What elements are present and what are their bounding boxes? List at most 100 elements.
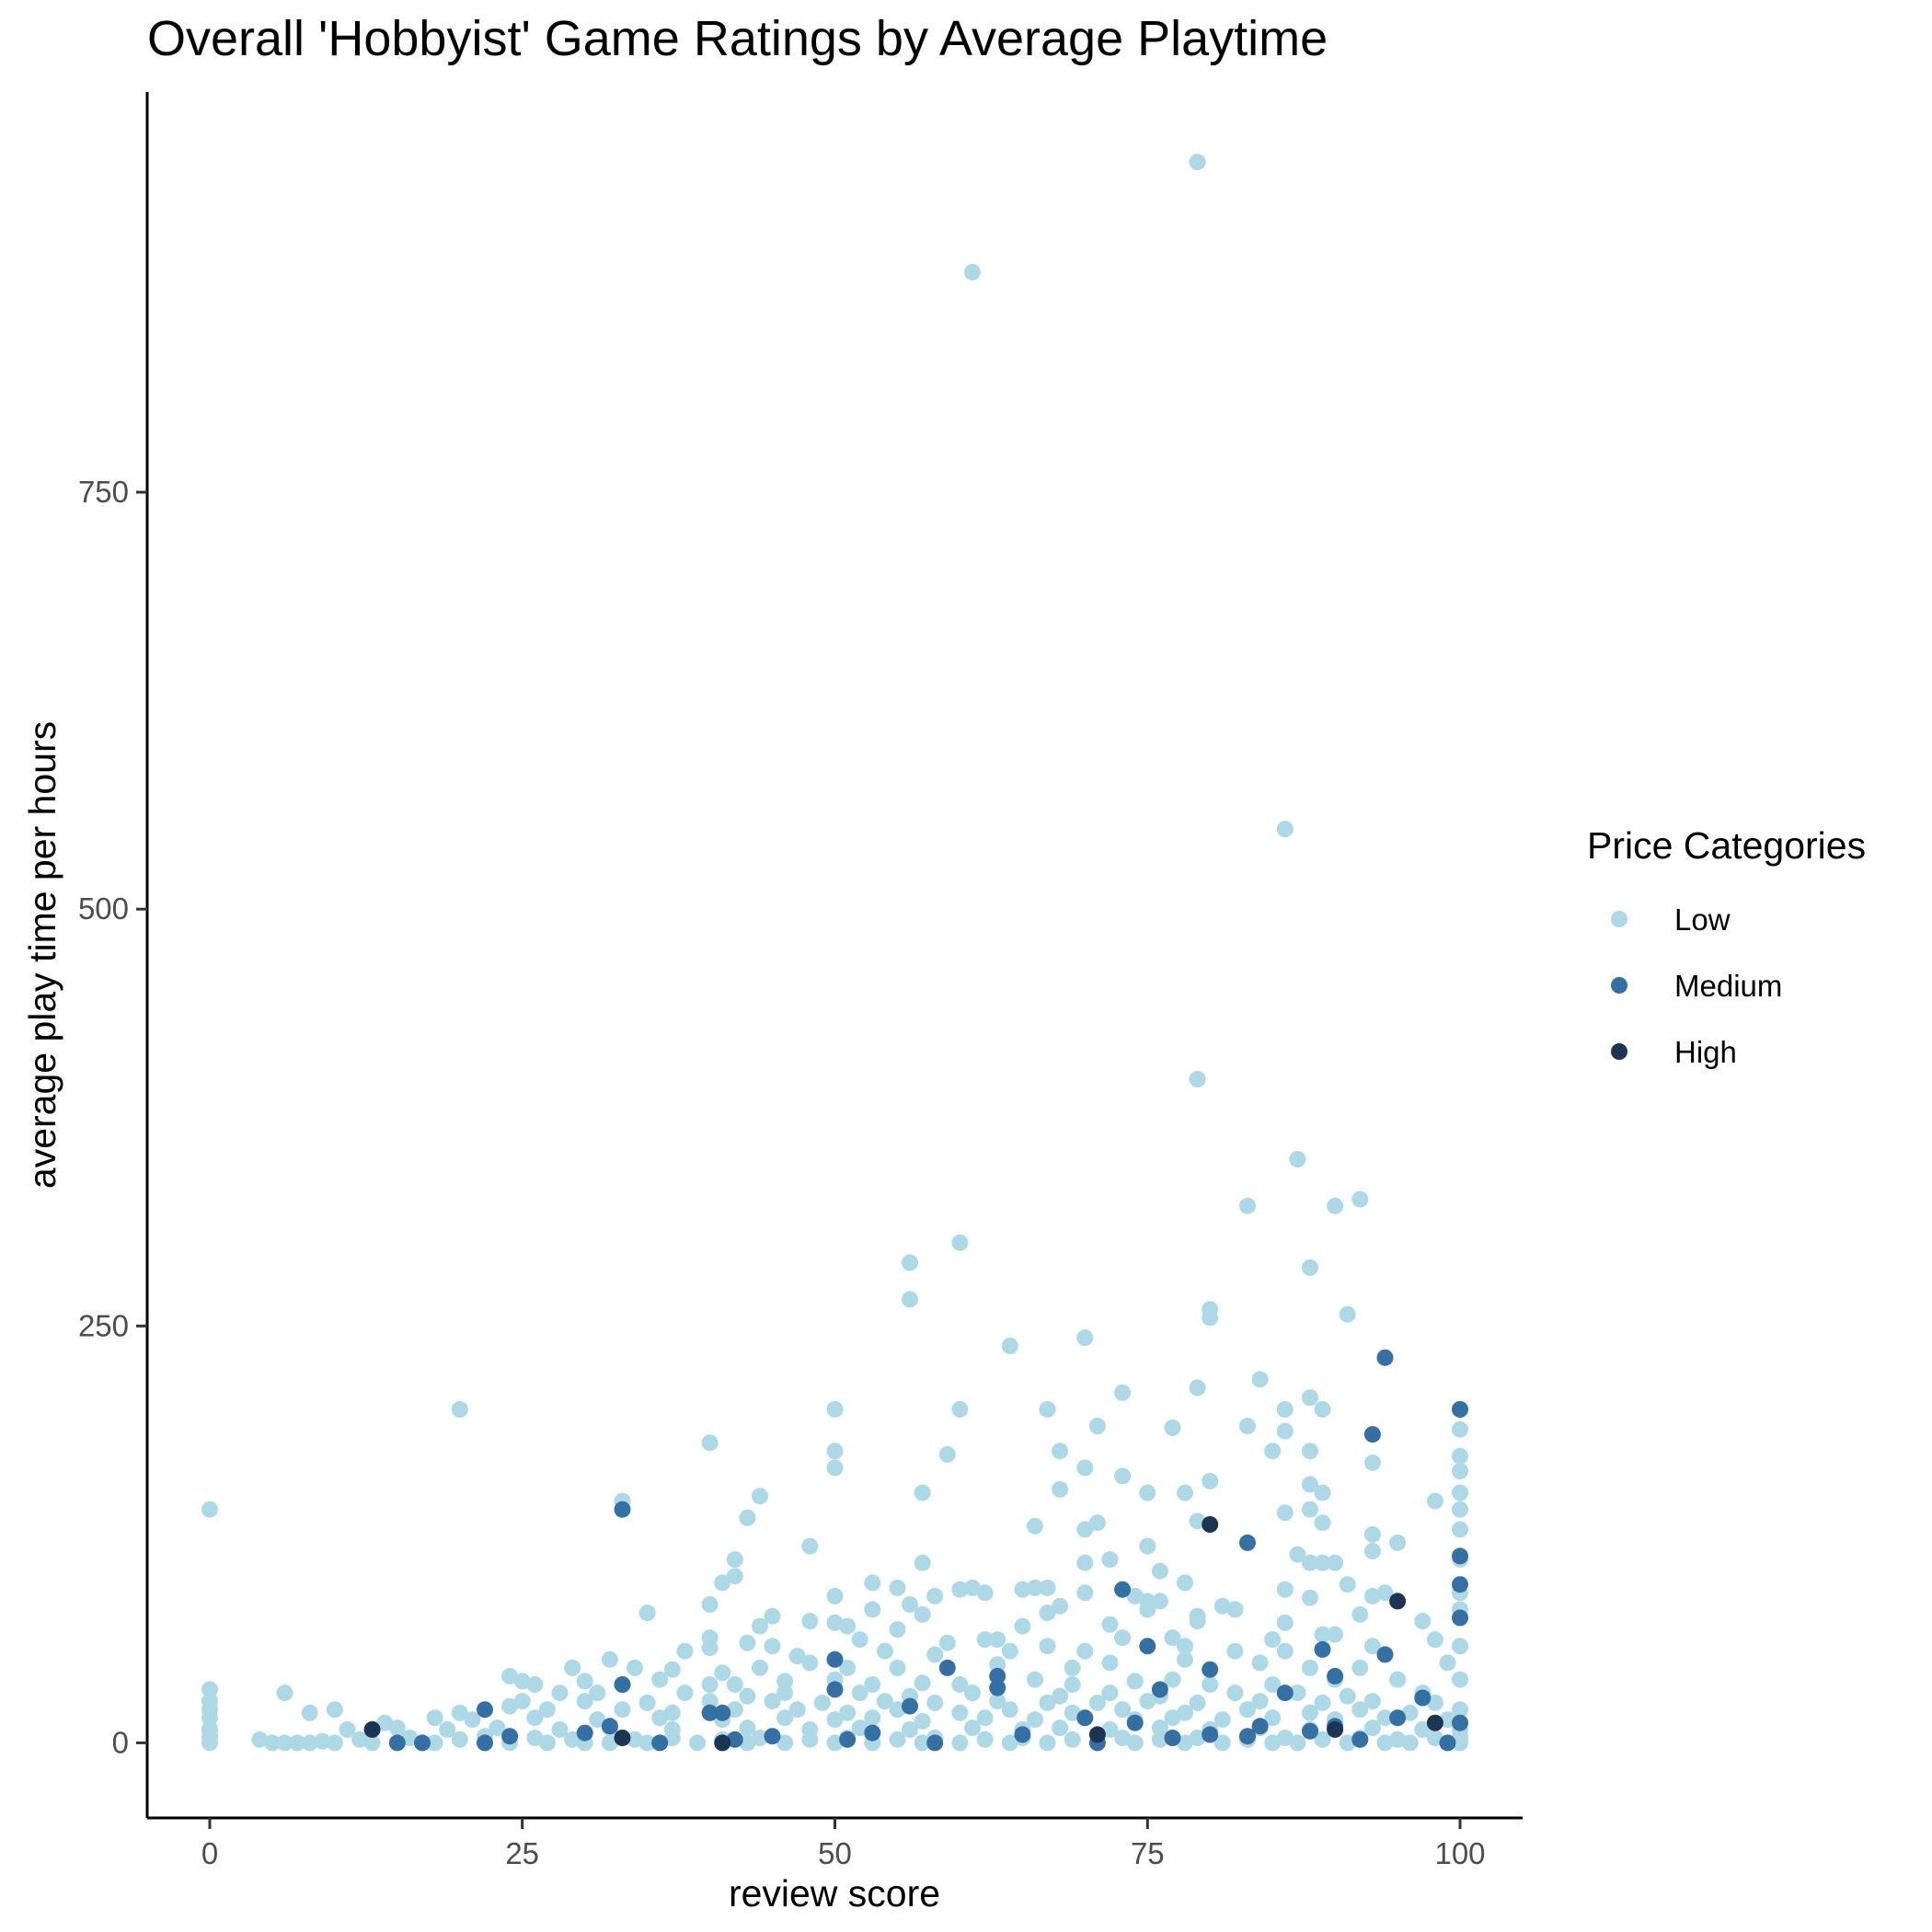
data-point-low-73 <box>726 1551 743 1569</box>
data-point-low-60 <box>739 1509 756 1526</box>
data-point-low-347 <box>1276 1730 1294 1746</box>
data-point-low-209 <box>1339 1687 1356 1705</box>
data-point-low-8 <box>951 1234 969 1251</box>
data-point-low-123 <box>1101 1616 1119 1633</box>
data-point-low-55 <box>201 1501 218 1518</box>
data-point-low-343 <box>1189 1730 1206 1746</box>
data-point-low-19 <box>1114 1384 1132 1401</box>
data-point-low-20 <box>1302 1389 1318 1407</box>
data-point-low-36 <box>1264 1443 1282 1460</box>
x-tick-label-75: 75 <box>1131 1836 1165 1870</box>
data-point-low-319 <box>663 1730 681 1746</box>
y-tick-label-750: 750 <box>78 475 129 509</box>
data-point-low-185 <box>1027 1671 1043 1688</box>
data-point-low-212 <box>513 1693 531 1710</box>
data-point-low-98 <box>826 1587 844 1604</box>
data-point-low-232 <box>451 1704 468 1721</box>
data-point-low-349 <box>1314 1731 1331 1748</box>
data-point-low-294 <box>1414 1720 1432 1738</box>
data-point-medium-30 <box>601 1718 618 1735</box>
data-point-low-289 <box>1151 1719 1168 1737</box>
data-point-low-162 <box>839 1659 857 1676</box>
data-point-low-173 <box>513 1673 531 1690</box>
data-point-low-344 <box>1213 1734 1231 1752</box>
data-point-low-198 <box>676 1685 694 1702</box>
data-point-low-271 <box>1376 1709 1394 1727</box>
data-point-medium-26 <box>1076 1709 1094 1727</box>
data-point-low-35 <box>1052 1443 1069 1460</box>
legend: Price Categories Low Medium High <box>1587 824 1866 1069</box>
data-point-medium-28 <box>1251 1718 1269 1735</box>
data-point-low-293 <box>1363 1719 1381 1737</box>
data-point-low-274 <box>339 1720 356 1738</box>
data-point-low-102 <box>1151 1593 1168 1610</box>
data-point-low-66 <box>1363 1525 1381 1543</box>
data-point-medium-35 <box>764 1728 781 1745</box>
data-point-low-69 <box>1389 1534 1407 1551</box>
data-point-low-110 <box>1226 1601 1244 1618</box>
data-point-low-234 <box>538 1701 556 1719</box>
data-point-medium-0 <box>1376 1349 1394 1366</box>
data-point-low-13 <box>1202 1309 1219 1327</box>
data-point-low-150 <box>1177 1638 1193 1655</box>
data-point-low-257 <box>651 1709 669 1727</box>
data-point-low-193 <box>1452 1671 1468 1688</box>
data-point-low-97 <box>1363 1587 1381 1604</box>
data-point-low-314 <box>564 1731 581 1748</box>
data-point-low-127 <box>752 1617 768 1635</box>
data-point-low-16 <box>1001 1338 1018 1354</box>
data-point-high-0 <box>1202 1516 1219 1533</box>
data-point-low-50 <box>1177 1484 1193 1501</box>
data-point-low-44 <box>1202 1472 1219 1489</box>
data-point-high-5 <box>1088 1726 1106 1743</box>
data-point-low-62 <box>1189 1512 1206 1530</box>
data-point-low-95 <box>1276 1581 1294 1598</box>
data-point-low-75 <box>1314 1554 1331 1571</box>
data-point-low-278 <box>551 1720 569 1738</box>
data-point-low-61 <box>1088 1514 1106 1532</box>
data-point-low-354 <box>1401 1734 1419 1752</box>
data-point-low-238 <box>788 1701 806 1719</box>
data-point-low-154 <box>1452 1638 1468 1655</box>
data-point-low-275 <box>388 1719 406 1737</box>
data-point-medium-11 <box>1376 1646 1394 1663</box>
data-point-low-272 <box>1439 1711 1456 1729</box>
data-point-low-226 <box>1314 1694 1331 1711</box>
data-point-low-189 <box>1202 1676 1219 1693</box>
data-point-low-269 <box>1264 1709 1282 1727</box>
data-point-low-334 <box>1001 1734 1018 1752</box>
data-point-medium-21 <box>1276 1685 1294 1702</box>
data-point-low-284 <box>902 1720 918 1738</box>
data-point-low-322 <box>739 1734 756 1752</box>
data-point-low-136 <box>1114 1629 1132 1647</box>
data-point-low-260 <box>826 1711 844 1729</box>
data-point-medium-40 <box>388 1734 406 1752</box>
data-point-high-2 <box>363 1720 381 1738</box>
data-point-low-40 <box>826 1459 844 1477</box>
data-point-low-151 <box>1226 1642 1244 1660</box>
data-point-low-190 <box>1264 1676 1282 1693</box>
data-point-low-317 <box>627 1731 643 1748</box>
data-point-low-203 <box>964 1685 981 1702</box>
data-point-low-39 <box>1452 1447 1468 1465</box>
data-point-medium-22 <box>1414 1689 1432 1707</box>
data-point-low-219 <box>926 1694 944 1711</box>
data-point-medium-33 <box>501 1728 519 1745</box>
data-point-low-165 <box>1064 1659 1081 1676</box>
data-point-low-228 <box>1426 1694 1443 1711</box>
data-point-low-201 <box>851 1685 868 1702</box>
data-point-low-22 <box>826 1400 844 1418</box>
data-point-medium-19 <box>826 1681 844 1698</box>
data-point-low-250 <box>1452 1701 1468 1719</box>
data-point-medium-13 <box>938 1659 956 1676</box>
data-point-low-74 <box>1101 1551 1119 1569</box>
data-point-low-120 <box>826 1614 844 1631</box>
data-point-low-109 <box>1213 1597 1231 1615</box>
data-point-low-221 <box>1039 1694 1056 1711</box>
data-point-low-167 <box>1177 1650 1193 1668</box>
data-point-low-248 <box>1351 1701 1369 1719</box>
data-point-low-332 <box>951 1734 969 1752</box>
data-point-low-135 <box>989 1631 1006 1649</box>
data-point-low-249 <box>1401 1704 1419 1721</box>
data-point-low-299 <box>276 1734 293 1752</box>
